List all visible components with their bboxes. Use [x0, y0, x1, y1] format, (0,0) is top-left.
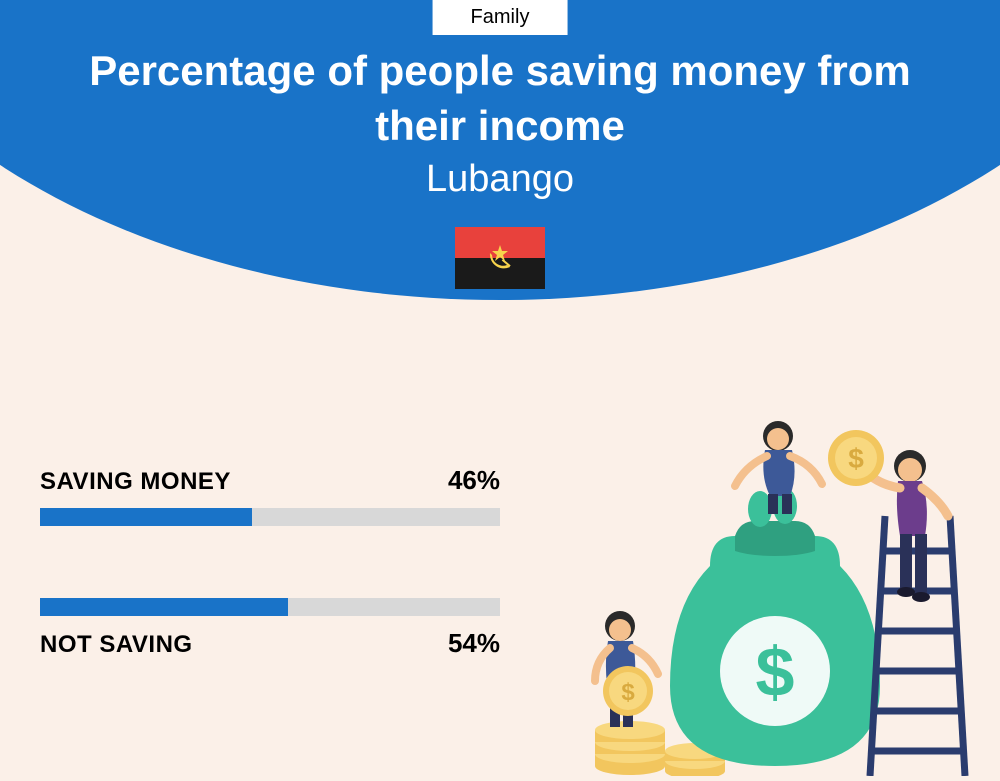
money-bag-icon: $ [670, 488, 880, 766]
bars-container: SAVING MONEY 46% NOT SAVING 54% [40, 465, 500, 731]
person-left-icon: $ [595, 611, 658, 727]
page-title: Percentage of people saving money from t… [0, 44, 1000, 153]
bar-track [40, 598, 500, 616]
bar-label: SAVING MONEY [40, 468, 231, 496]
bar-labels: NOT SAVING 54% [40, 628, 500, 659]
category-text: Family [471, 6, 530, 28]
bar-fill [40, 598, 288, 616]
flag-icon [455, 227, 545, 289]
svg-text:$: $ [756, 633, 795, 711]
bar-group-saving: SAVING MONEY 46% [40, 465, 500, 526]
bar-labels: SAVING MONEY 46% [40, 465, 500, 496]
location-subtitle: Lubango [0, 158, 1000, 201]
bar-track [40, 508, 500, 526]
bar-value: 54% [448, 628, 500, 659]
category-badge: Family [433, 0, 568, 35]
svg-text:$: $ [848, 443, 864, 474]
bar-label: NOT SAVING [40, 631, 193, 659]
bar-value: 46% [448, 465, 500, 496]
svg-text:$: $ [621, 679, 635, 706]
savings-illustration: $ $ [560, 406, 980, 776]
bar-fill [40, 508, 252, 526]
bar-group-notsaving: NOT SAVING 54% [40, 598, 500, 659]
